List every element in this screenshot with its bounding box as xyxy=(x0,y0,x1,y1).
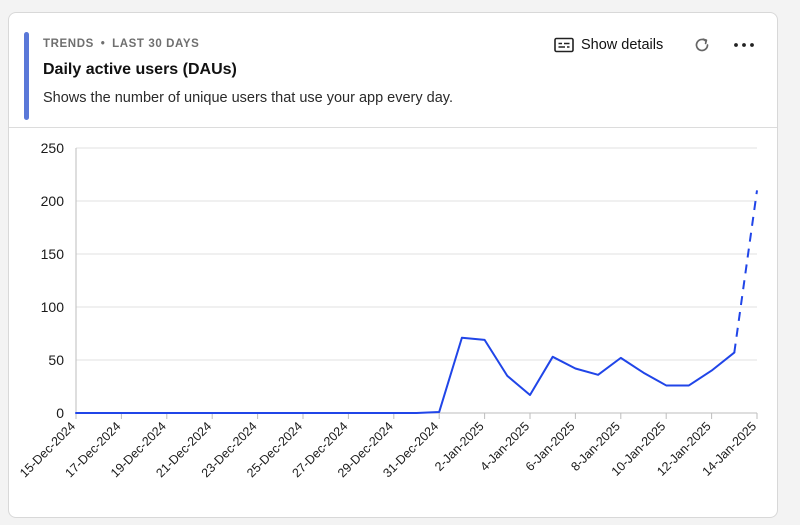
caption-icon xyxy=(554,37,574,53)
meta-separator: • xyxy=(100,38,106,50)
more-options-button[interactable] xyxy=(731,34,757,56)
header-divider xyxy=(9,127,777,128)
y-tick-label: 250 xyxy=(41,140,65,156)
refresh-button[interactable] xyxy=(691,34,713,56)
more-horizontal-icon xyxy=(734,43,754,47)
insight-meta: TRENDS • LAST 30 DAYS xyxy=(43,38,199,50)
meta-label: TRENDS xyxy=(43,38,94,50)
chart-description: Shows the number of unique users that us… xyxy=(43,90,454,106)
dau-chart-card: TRENDS • LAST 30 DAYS Daily active users… xyxy=(8,12,778,518)
series-line-incomplete xyxy=(733,190,758,353)
y-tick-label: 100 xyxy=(41,299,65,315)
refresh-icon xyxy=(695,38,709,52)
show-details-label: Show details xyxy=(581,37,664,53)
chart-title: Daily active users (DAUs) xyxy=(43,61,237,78)
y-tick-label: 200 xyxy=(41,193,65,209)
dau-line-chart: 05010015020025015-Dec-202417-Dec-202419-… xyxy=(17,140,759,480)
accent-bar xyxy=(24,32,29,120)
y-tick-label: 50 xyxy=(48,352,64,368)
show-details-button[interactable]: Show details xyxy=(554,34,663,56)
meta-period: LAST 30 DAYS xyxy=(112,38,200,50)
series-line-solid xyxy=(75,336,736,414)
y-tick-label: 0 xyxy=(56,405,64,421)
y-tick-label: 150 xyxy=(41,246,65,262)
